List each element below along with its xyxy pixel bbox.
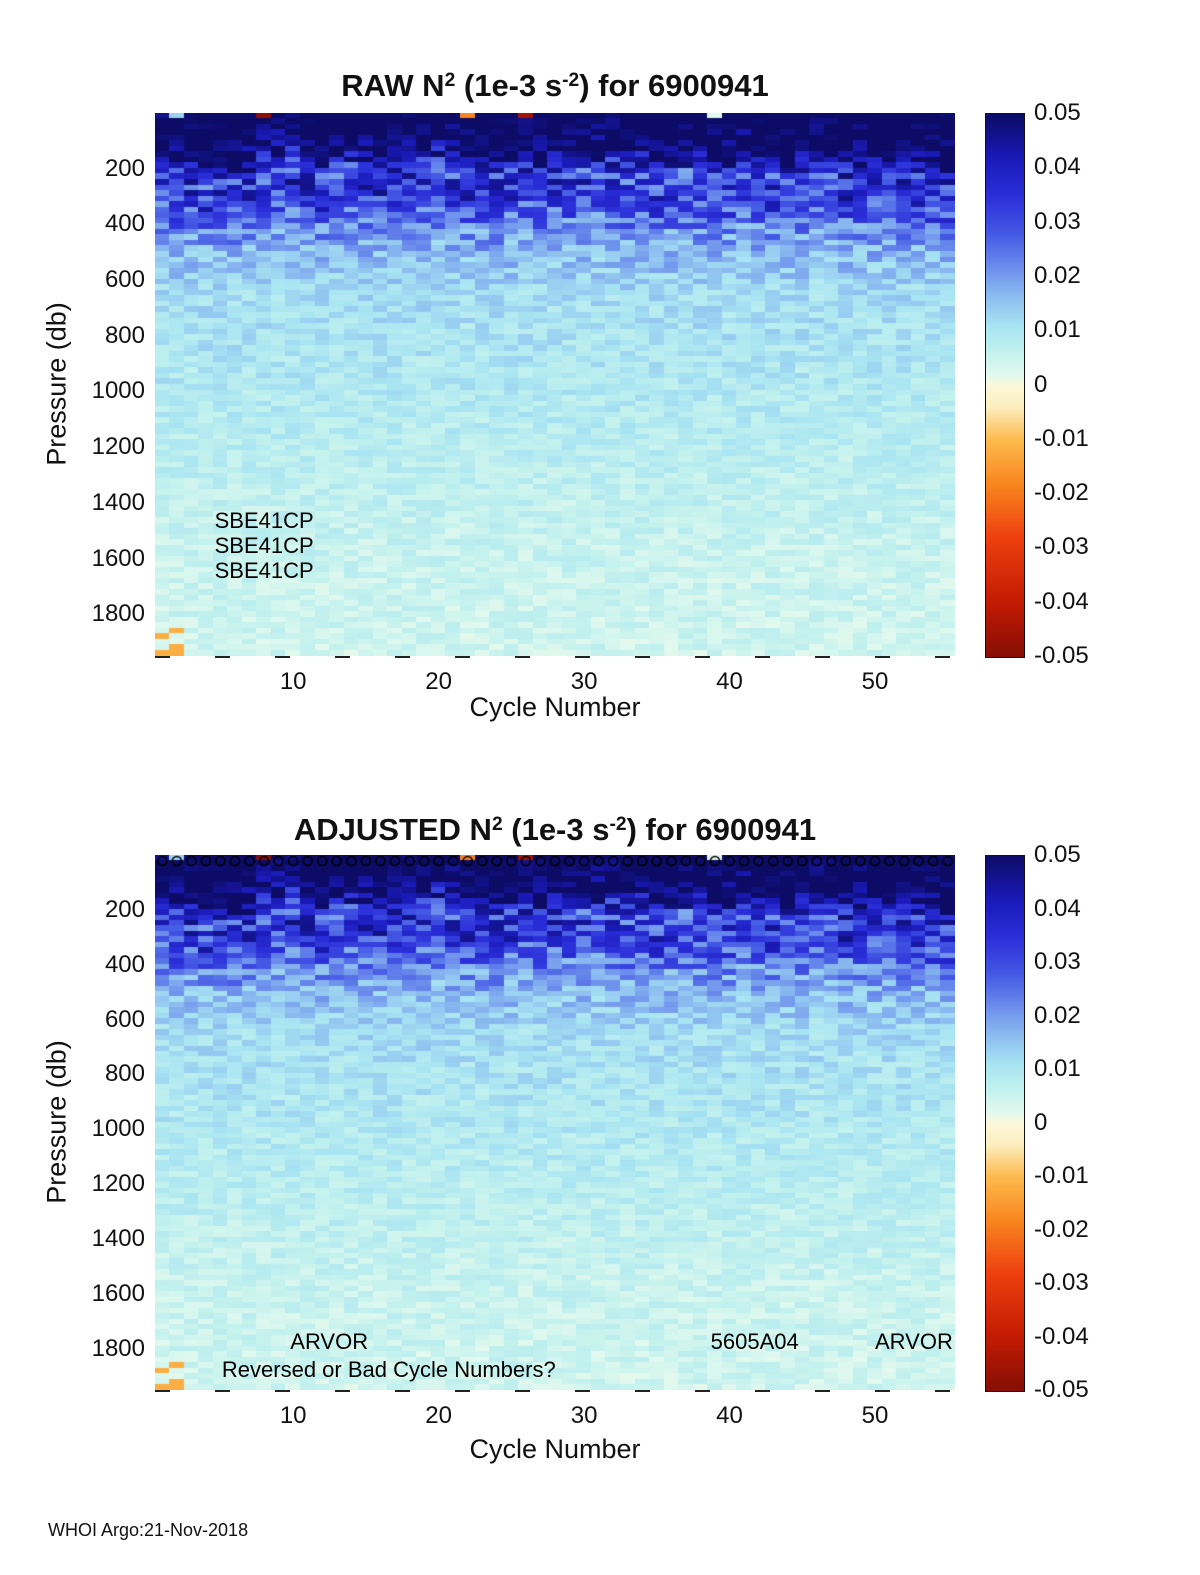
x-tick-label: 20 xyxy=(425,668,452,695)
y-tick-label: 1400 xyxy=(91,1225,145,1253)
y-tick-label: 400 xyxy=(104,210,145,238)
annotation: Reversed or Bad Cycle Numbers? xyxy=(221,1357,556,1383)
annotation: ARVOR xyxy=(290,1328,369,1354)
colorbar-tick-label: 0.04 xyxy=(1034,894,1081,922)
adjusted-heatmap xyxy=(155,855,955,1390)
annotation: SBE41CP xyxy=(214,533,314,558)
colorbar-tick-label: 0.03 xyxy=(1034,207,1081,235)
colorbar-tick-label: 0.01 xyxy=(1034,316,1081,344)
adjusted-title-sup1: 2 xyxy=(491,814,503,836)
y-tick-label: 1200 xyxy=(91,433,145,461)
raw-title-suffix: ) for 6900941 xyxy=(579,68,769,103)
annotation: SBE41CP xyxy=(214,507,314,533)
x-tick-label: 10 xyxy=(279,668,307,695)
annotation: SBE41CP xyxy=(214,558,314,584)
y-tick-label: 800 xyxy=(104,1060,145,1088)
x-tick-label: 30 xyxy=(570,1402,598,1429)
colorbar-tick-label: -0.01 xyxy=(1034,424,1089,452)
adjusted-title-prefix: ADJUSTED N xyxy=(293,812,492,847)
annotation: 5605A04 xyxy=(710,1328,799,1354)
adjusted-title-suffix: ) for 6900941 xyxy=(626,812,817,847)
x-tick-label: 40 xyxy=(716,668,743,695)
raw-title-sup2: -2 xyxy=(562,70,580,92)
x-axis-dashes xyxy=(155,1390,955,1392)
colorbar-tick-label: 0.05 xyxy=(1034,99,1081,126)
colorbar-tick-label: 0.05 xyxy=(1034,841,1081,868)
colorbar-tick-label: -0.04 xyxy=(1034,1322,1089,1350)
colorbar-tick-label: 0.03 xyxy=(1034,948,1081,975)
raw-title-mid: (1e-3 s xyxy=(455,68,563,103)
raw-title-sup1: 2 xyxy=(444,70,456,92)
adjusted-x-axis-label: Cycle Number xyxy=(469,1434,641,1464)
y-tick-label: 200 xyxy=(104,895,145,923)
colorbar-tick-label: -0.02 xyxy=(1034,1215,1089,1243)
x-tick-label: 50 xyxy=(861,1402,889,1429)
x-tick-label: 30 xyxy=(570,668,598,695)
colorbar-tick-label: -0.05 xyxy=(1034,1376,1089,1403)
y-tick-label: 800 xyxy=(104,321,145,349)
y-tick-label: 600 xyxy=(104,266,145,294)
y-tick-label: 200 xyxy=(104,154,145,182)
y-tick-label: 1400 xyxy=(91,488,145,516)
raw-colorbar xyxy=(985,113,1025,658)
colorbar-tick-label: 0 xyxy=(1034,370,1048,398)
y-tick-label: 1600 xyxy=(91,544,145,572)
y-tick-label: 1800 xyxy=(91,1334,145,1362)
y-tick-label: 400 xyxy=(104,950,145,978)
footer-text: WHOI Argo:21-Nov-2018 xyxy=(48,1520,249,1540)
raw-plot-title: RAW N2 (1e-3 s-2) for 6900941 xyxy=(155,68,955,104)
x-axis-dashes xyxy=(155,656,955,658)
colorbar-tick-label: 0 xyxy=(1034,1108,1048,1136)
x-tick-label: 10 xyxy=(279,1402,307,1429)
raw-title-prefix: RAW N xyxy=(341,68,445,103)
colorbar-tick-label: 0.02 xyxy=(1034,261,1081,289)
y-tick-label: 1200 xyxy=(91,1170,145,1198)
x-tick-label: 20 xyxy=(425,1402,452,1429)
colorbar-tick-label: 0.02 xyxy=(1034,1001,1081,1029)
y-tick-label: 600 xyxy=(104,1005,145,1033)
x-tick-label: 40 xyxy=(716,1402,743,1429)
colorbar-tick-label: -0.05 xyxy=(1034,642,1089,669)
colorbar-tick-label: 0.04 xyxy=(1034,153,1081,181)
y-tick-label: 1800 xyxy=(91,600,145,628)
y-tick-label: 1000 xyxy=(91,1115,145,1143)
adjusted-colorbar xyxy=(985,855,1025,1392)
colorbar-tick-label: -0.04 xyxy=(1034,587,1089,615)
colorbar-tick-label: -0.01 xyxy=(1034,1162,1089,1189)
colorbar-tick-label: -0.02 xyxy=(1034,479,1089,507)
colorbar-tick-label: -0.03 xyxy=(1034,533,1089,561)
annotation: ARVOR xyxy=(875,1328,953,1354)
y-tick-label: 1600 xyxy=(91,1279,145,1307)
raw-x-axis-label: Cycle Number xyxy=(469,692,641,722)
adjusted-plot-title: ADJUSTED N2 (1e-3 s-2) for 6900941 xyxy=(155,812,955,848)
colorbar-tick-label: 0.01 xyxy=(1034,1055,1081,1082)
raw-heatmap xyxy=(155,113,955,656)
adjusted-title-sup2: -2 xyxy=(609,814,627,836)
y-tick-label: 1000 xyxy=(91,377,145,405)
colorbar-tick-label: -0.03 xyxy=(1034,1269,1089,1296)
x-tick-label: 50 xyxy=(861,668,889,695)
adjusted-title-mid: (1e-3 s xyxy=(502,812,610,847)
